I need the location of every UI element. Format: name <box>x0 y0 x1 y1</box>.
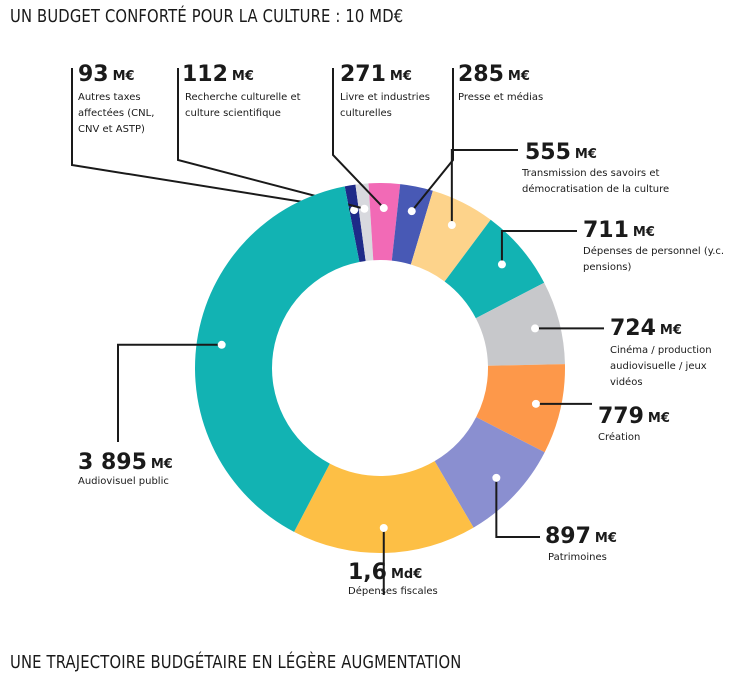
value-unit: M€ <box>659 323 682 338</box>
leader-dot <box>447 221 456 230</box>
donut-segment <box>476 364 565 453</box>
category-label: Cinéma / production audiovisuelle / jeux… <box>610 345 712 388</box>
leader-dot <box>407 207 416 216</box>
donut-segment <box>444 219 545 319</box>
value-label: 555 <box>525 140 571 165</box>
leader-line <box>500 230 577 265</box>
value-unit: M€ <box>574 147 597 162</box>
value-unit: Md€ <box>390 567 423 582</box>
category-label: Audiovisuel public <box>78 476 169 487</box>
donut-segment <box>368 183 401 261</box>
leader-dot <box>531 399 540 408</box>
category-label: Dépenses de personnel (y.c. pensions) <box>583 246 725 273</box>
donut-segment <box>294 461 474 553</box>
value-unit: M€ <box>112 69 135 84</box>
category-label: Presse et médias <box>458 92 544 103</box>
category-label: Recherche culturelle et culture scientif… <box>185 92 301 119</box>
leader-dot <box>531 324 540 333</box>
donut-segment <box>391 184 433 265</box>
chart-title: UN BUDGET CONFORTÉ POUR LA CULTURE : 10 … <box>10 6 404 27</box>
leader-dot <box>379 204 388 213</box>
leader-dot <box>497 260 506 269</box>
value-label: 93 <box>78 62 109 87</box>
value-label: 897 <box>545 524 591 549</box>
value-label: 285 <box>458 62 504 87</box>
leader-dot <box>360 204 369 213</box>
donut-segment <box>195 186 360 532</box>
value-unit: M€ <box>231 69 254 84</box>
donut-segment <box>410 190 491 282</box>
leader-dot <box>350 206 359 215</box>
value-label: 3 895 <box>78 450 147 475</box>
leader-line <box>177 68 365 210</box>
donut-segment <box>355 183 374 261</box>
leader-line <box>495 477 540 538</box>
category-label: Autres taxes affectées (CNL, CNV et ASTP… <box>78 92 155 135</box>
value-unit: M€ <box>389 69 412 84</box>
value-label: 1,6 <box>348 560 387 585</box>
donut-segment <box>475 282 565 366</box>
leader-dot <box>492 473 501 482</box>
value-label: 779 <box>598 404 644 429</box>
category-label: Création <box>598 432 641 443</box>
category-label: Dépenses fiscales <box>348 586 438 597</box>
value-unit: M€ <box>150 457 173 472</box>
category-label: Livre et industries culturelles <box>340 92 430 119</box>
leader-line <box>71 68 355 212</box>
next-heading: UNE TRAJECTOIRE BUDGÉTAIRE EN LÉGÈRE AUG… <box>10 652 462 673</box>
value-label: 711 <box>583 218 629 243</box>
value-label: 724 <box>610 316 656 341</box>
leader-dot <box>217 340 226 349</box>
donut-segment <box>434 417 545 528</box>
value-unit: M€ <box>594 531 617 546</box>
value-label: 271 <box>340 62 386 87</box>
value-unit: M€ <box>507 69 530 84</box>
value-unit: M€ <box>632 225 655 240</box>
leader-line <box>332 68 385 209</box>
value-unit: M€ <box>647 411 670 426</box>
value-label: 112 <box>182 62 228 87</box>
leader-dot <box>379 523 388 532</box>
category-label: Transmission des savoirs et démocratisat… <box>522 168 670 195</box>
category-label: Patrimoines <box>548 552 607 563</box>
leader-line <box>450 149 518 226</box>
leader-line <box>117 343 222 442</box>
leader-line <box>410 68 454 212</box>
